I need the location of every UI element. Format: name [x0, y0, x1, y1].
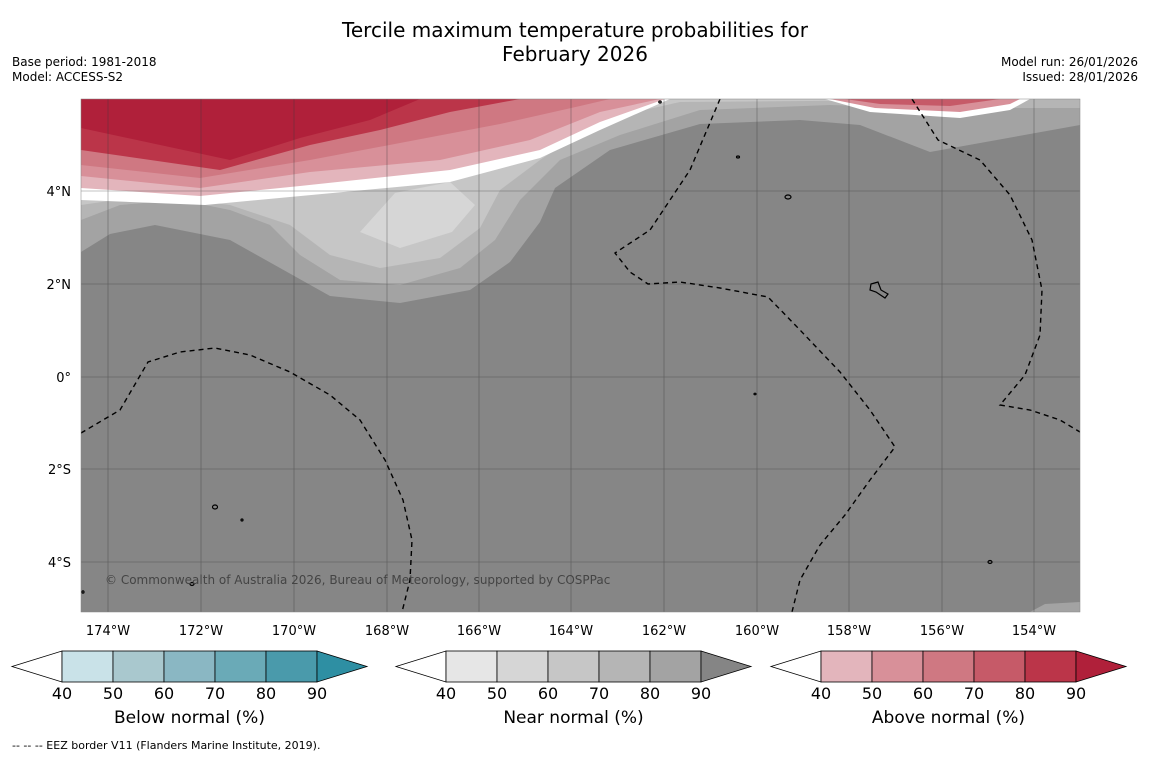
- colorbar-tick-label: 80: [256, 684, 276, 703]
- island: [987, 559, 993, 565]
- colorbar-tick-label: 90: [1066, 684, 1086, 703]
- latitude-labels: 4°N 2°N 0° 2°S 4°S: [47, 185, 72, 571]
- colorbar-tick-label: 70: [589, 684, 609, 703]
- colorbar-title-near: Near normal (%): [503, 708, 644, 728]
- lon-label: 158°W: [827, 624, 871, 639]
- colorbar-low-extension: [10, 650, 63, 683]
- lat-label: 2°N: [47, 278, 72, 293]
- lon-label: 170°W: [272, 624, 316, 639]
- colorbar-segment: [547, 650, 600, 683]
- colorbar-tick-label: 70: [205, 684, 225, 703]
- lat-label: 4°S: [48, 556, 71, 571]
- colorbar-segment: [922, 650, 975, 683]
- eez-border-west: [81, 347, 413, 612]
- colorbar-above-normal: 40 50 60 70 80 90: [769, 650, 1128, 703]
- colorbar-low-extension: [394, 650, 447, 683]
- lat-label: 0°: [56, 371, 71, 386]
- colorbar-segment: [973, 650, 1026, 683]
- run-info: Model run: 26/01/2026 Issued: 28/01/2026: [1001, 55, 1138, 85]
- colorbar-title-below: Below normal (%): [114, 708, 265, 728]
- island: [784, 194, 792, 200]
- island-kiritimati: [869, 281, 889, 299]
- island: [735, 155, 741, 159]
- colorbar-segment: [598, 650, 651, 683]
- lon-label: 172°W: [179, 624, 223, 639]
- colorbar-tick-label: 80: [1015, 684, 1035, 703]
- colorbar-tick-label: 80: [640, 684, 660, 703]
- colorbar-title-above: Above normal (%): [871, 708, 1026, 728]
- lon-label: 164°W: [549, 624, 593, 639]
- colorbar-segment: [112, 650, 165, 683]
- colorbar-segment: [265, 650, 318, 683]
- colorbar-below-normal: 40 50 60 70 80 90: [10, 650, 369, 703]
- colorbar-tick-label: 40: [52, 684, 72, 703]
- colorbar-tick-label: 90: [691, 684, 711, 703]
- islands: [81, 100, 993, 594]
- colorbar-segment: [649, 650, 702, 683]
- island: [240, 518, 244, 522]
- chart-title: Tercile maximum temperature probabilitie…: [0, 18, 1150, 66]
- lon-label: 174°W: [86, 624, 130, 639]
- eez-border-east: [911, 99, 1080, 433]
- colorbar-high-extension: [1075, 650, 1128, 683]
- colorbar-tick-label: 40: [436, 684, 456, 703]
- colorbar-tick-label: 60: [538, 684, 558, 703]
- island: [658, 100, 662, 104]
- eez-border-central: [613, 99, 896, 612]
- near-normal-se-corner: [1030, 602, 1080, 612]
- title-line-1: Tercile maximum temperature probabilitie…: [342, 18, 808, 42]
- base-period: Base period: 1981-2018: [12, 55, 157, 69]
- colorbar-near-normal: 40 50 60 70 80 90: [394, 650, 753, 703]
- model-run: Model run: 26/01/2026: [1000, 55, 1138, 69]
- map-frame: [80, 98, 1081, 613]
- colorbar-tick-label: 70: [964, 684, 984, 703]
- above-normal-90: [81, 99, 420, 160]
- colorbar-tick-label: 60: [154, 684, 174, 703]
- colorbar-segment: [871, 650, 924, 683]
- title-line-2: February 2026: [502, 42, 648, 66]
- island: [211, 504, 219, 510]
- colorbar-segment: [214, 650, 267, 683]
- eez-legend-note: -- -- -- EEZ border V11 (Flanders Marine…: [12, 739, 321, 752]
- colorbar-segment: [496, 650, 549, 683]
- colorbar-tick-label: 90: [307, 684, 327, 703]
- lon-label: 168°W: [365, 624, 409, 639]
- lon-label: 160°W: [735, 624, 779, 639]
- colorbar-tick-label: 60: [913, 684, 933, 703]
- island: [189, 581, 195, 587]
- eez-borders: [81, 99, 1080, 612]
- colorbar-high-extension: [316, 650, 369, 683]
- island: [81, 590, 85, 594]
- colorbar-segment: [820, 650, 873, 683]
- issued-date: Issued: 28/01/2026: [1022, 70, 1138, 84]
- lon-label: 162°W: [642, 624, 686, 639]
- colorbar-segment: [163, 650, 216, 683]
- near-normal-50: [360, 182, 475, 248]
- colorbar-tick-label: 40: [811, 684, 831, 703]
- lon-label: 166°W: [457, 624, 501, 639]
- model-name: Model: ACCESS-S2: [12, 70, 124, 84]
- lat-label: 2°S: [48, 463, 71, 478]
- island: [753, 392, 757, 396]
- colorbar-tick-label: 50: [103, 684, 123, 703]
- lon-label: 156°W: [920, 624, 964, 639]
- above-normal-east-80: [845, 99, 1000, 106]
- colorbar-low-extension: [769, 650, 822, 683]
- colorbar-segment: [445, 650, 498, 683]
- longitude-labels: 174°W 172°W 170°W 168°W 166°W 164°W 162°W 160°W…: [86, 624, 1056, 639]
- model-info: Base period: 1981-2018 Model: ACCESS-S2: [12, 55, 157, 85]
- graticule: [81, 99, 1080, 612]
- colorbar-high-extension: [700, 650, 753, 683]
- colorbar-tick-label: 50: [862, 684, 882, 703]
- copyright-notice: © Commonwealth of Australia 2026, Bureau…: [105, 573, 610, 587]
- lon-label: 154°W: [1012, 624, 1056, 639]
- colorbar-tick-label: 50: [487, 684, 507, 703]
- colorbar-segment: [1024, 650, 1077, 683]
- colorbar-segment: [61, 650, 114, 683]
- lat-label: 4°N: [47, 185, 72, 200]
- map-area: © Commonwealth of Australia 2026, Bureau…: [81, 99, 1080, 612]
